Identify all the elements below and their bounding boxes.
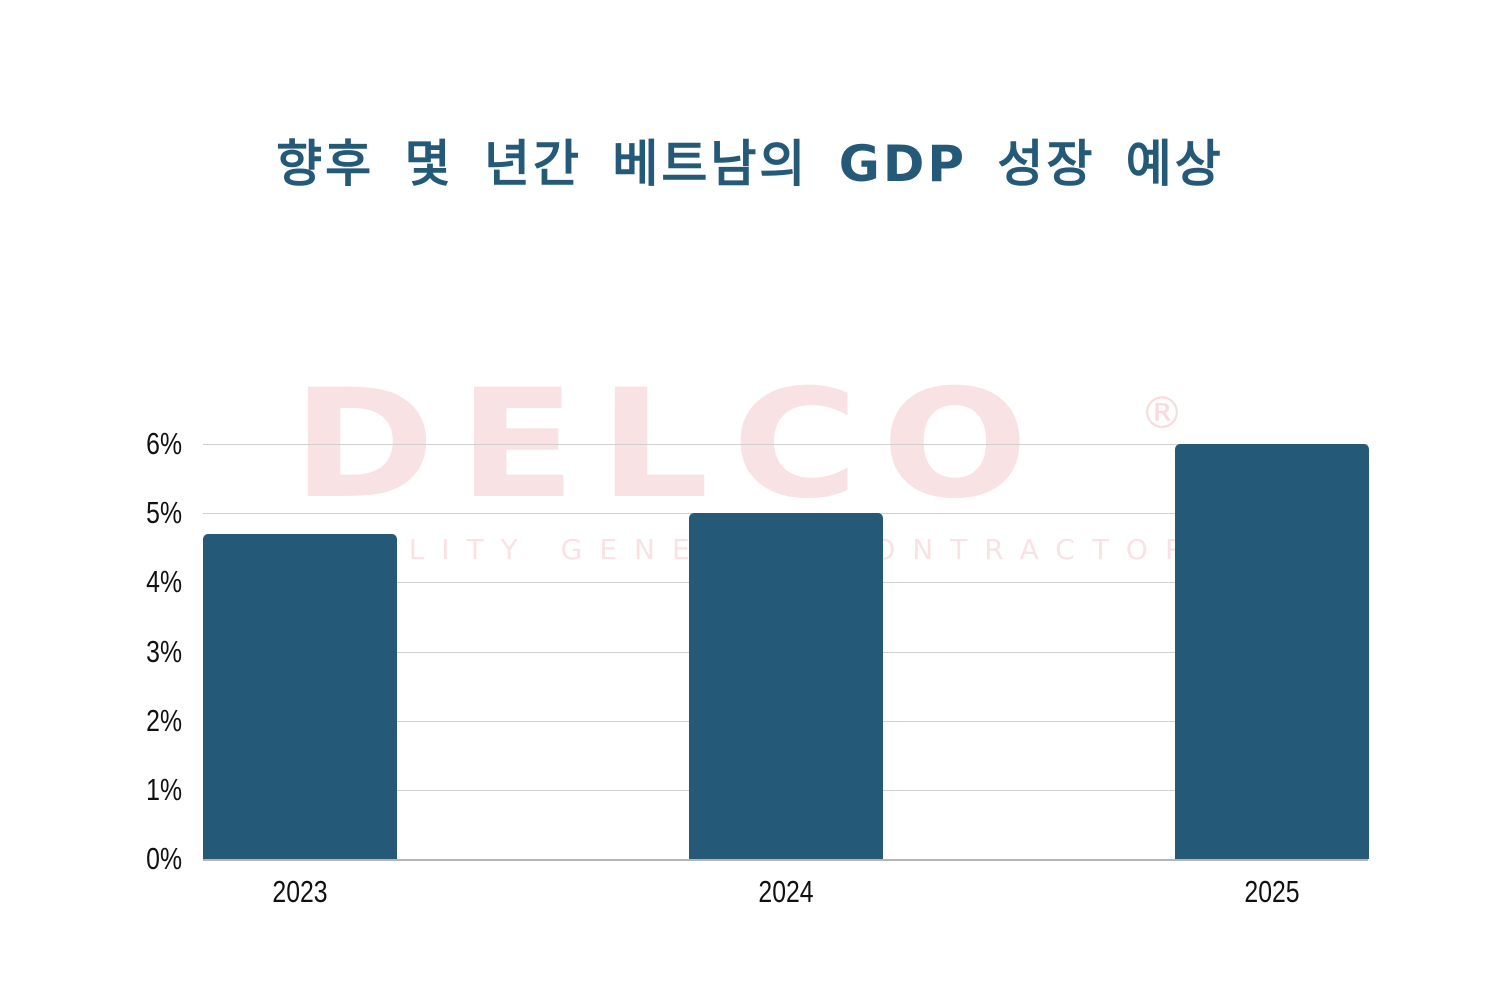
x-tick-label: 2023 bbox=[272, 874, 328, 909]
watermark-brand: DELCO bbox=[292, 358, 1052, 532]
bar-2023[interactable] bbox=[203, 533, 397, 859]
y-tick-label: 0% bbox=[146, 841, 182, 876]
x-tick-label: 2024 bbox=[758, 874, 814, 909]
y-tick-label: 4% bbox=[146, 564, 182, 599]
watermark-registered-icon: ® bbox=[1140, 388, 1184, 439]
y-tick-label: 2% bbox=[146, 703, 182, 738]
y-tick-label: 3% bbox=[146, 634, 182, 669]
bar-2024[interactable] bbox=[689, 513, 883, 859]
y-tick-label: 1% bbox=[146, 772, 182, 807]
y-tick-label: 5% bbox=[146, 495, 182, 530]
x-axis-line bbox=[203, 859, 1368, 861]
gridline-6 bbox=[203, 444, 1368, 445]
x-tick-label: 2025 bbox=[1244, 874, 1300, 909]
chart-title: 향후 몇 년간 베트남의 GDP 성장 예상 bbox=[276, 135, 1224, 193]
y-tick-label: 6% bbox=[146, 426, 182, 461]
bar-2025[interactable] bbox=[1175, 444, 1369, 859]
